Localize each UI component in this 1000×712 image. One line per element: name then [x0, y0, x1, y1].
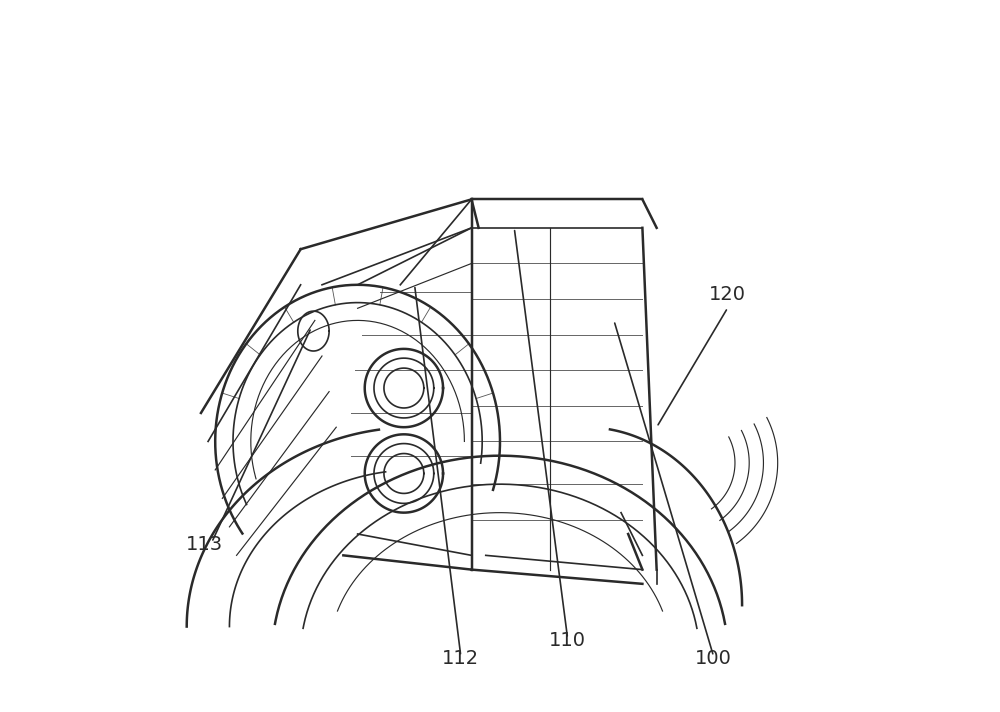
Text: 113: 113 [186, 535, 223, 554]
Text: 100: 100 [695, 649, 732, 668]
Text: 110: 110 [549, 631, 586, 650]
Text: 120: 120 [709, 286, 746, 305]
Text: 112: 112 [442, 649, 479, 668]
